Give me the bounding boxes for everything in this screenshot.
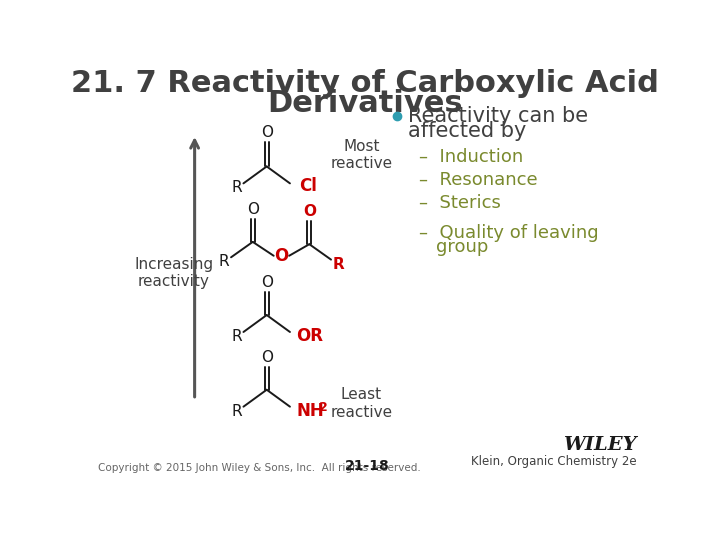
Text: –  Induction: – Induction [418, 148, 523, 166]
Text: 2: 2 [319, 401, 328, 414]
Text: Klein, Organic Chemistry 2e: Klein, Organic Chemistry 2e [471, 455, 636, 468]
Text: 21. 7 Reactivity of Carboxylic Acid: 21. 7 Reactivity of Carboxylic Acid [71, 69, 659, 98]
Text: Copyright © 2015 John Wiley & Sons, Inc.  All rights reserved.: Copyright © 2015 John Wiley & Sons, Inc.… [98, 463, 420, 473]
Text: affected by: affected by [408, 121, 526, 141]
Text: Cl: Cl [300, 178, 317, 195]
Text: –  Sterics: – Sterics [418, 194, 500, 212]
Text: 21-18: 21-18 [345, 459, 390, 473]
Text: NH: NH [296, 402, 324, 420]
Text: R: R [332, 256, 344, 272]
Text: O: O [261, 275, 273, 290]
Text: O: O [274, 247, 289, 265]
Text: Reactivity can be: Reactivity can be [408, 106, 588, 126]
Text: O: O [261, 125, 273, 140]
Text: OR: OR [296, 327, 323, 345]
Text: O: O [303, 204, 316, 219]
Text: O: O [261, 350, 273, 365]
Text: R: R [231, 329, 242, 344]
Text: Derivatives: Derivatives [267, 90, 463, 118]
Text: –  Resonance: – Resonance [418, 171, 537, 190]
Text: R: R [219, 254, 230, 269]
Text: Least
reactive: Least reactive [330, 387, 392, 420]
Text: group: group [436, 238, 488, 255]
Text: R: R [231, 180, 242, 195]
Text: R: R [231, 404, 242, 419]
Text: –  Quality of leaving: – Quality of leaving [418, 224, 598, 242]
Text: Most
reactive: Most reactive [330, 139, 392, 171]
Text: WILEY: WILEY [563, 436, 636, 454]
Text: Increasing
reactivity: Increasing reactivity [134, 256, 213, 289]
Text: O: O [247, 202, 258, 217]
